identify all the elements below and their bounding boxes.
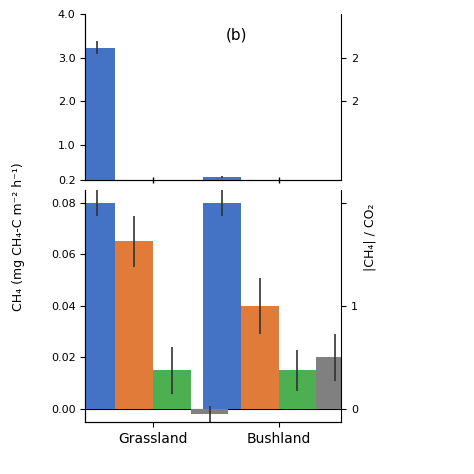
Bar	[279, 370, 316, 409]
Bar	[316, 357, 354, 409]
Bar	[203, 203, 241, 409]
Bar	[191, 409, 228, 414]
Bar	[78, 203, 116, 409]
Text: CH₄ (mg CH₄-C m⁻² h⁻¹): CH₄ (mg CH₄-C m⁻² h⁻¹)	[12, 163, 26, 311]
Text: |CH₄| / CO₂: |CH₄| / CO₂	[363, 203, 376, 271]
Text: (b): (b)	[226, 27, 247, 43]
Bar	[78, 48, 116, 180]
Bar	[203, 177, 241, 180]
Bar	[153, 370, 191, 409]
Bar	[241, 306, 279, 409]
Bar	[116, 241, 153, 409]
